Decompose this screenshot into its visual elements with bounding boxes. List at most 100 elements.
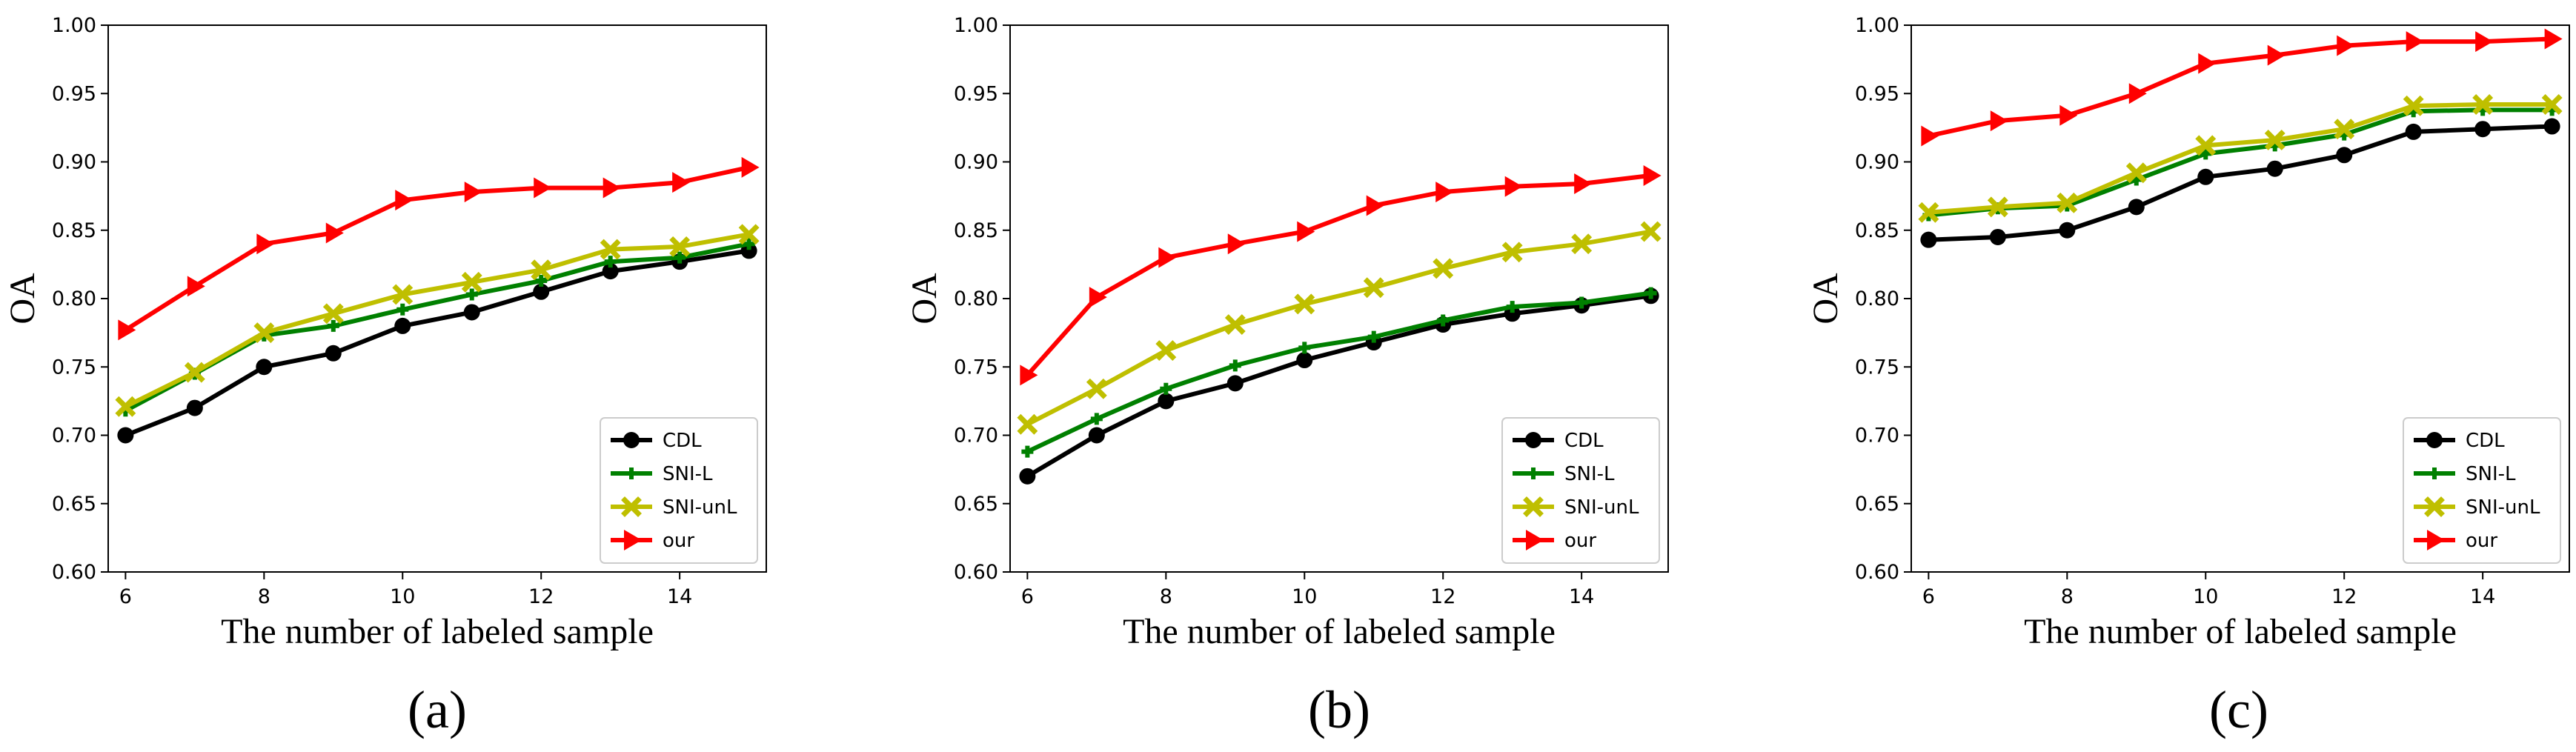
data-point: [1021, 445, 1034, 458]
data-point: [2128, 83, 2147, 104]
data-point: [1987, 196, 2008, 218]
y-tick-label: 0.60: [52, 561, 96, 584]
data-point: [394, 317, 411, 334]
legend-marker: [2427, 530, 2445, 550]
data-point: [325, 222, 344, 244]
x-tick-label: 12: [528, 585, 554, 608]
legend-label: CDL: [663, 430, 702, 452]
data-point: [1160, 382, 1172, 395]
legend-marker: [2424, 496, 2445, 517]
data-point: [2125, 162, 2147, 184]
data-point: [2405, 123, 2422, 140]
y-tick-label: 0.90: [1855, 151, 1899, 174]
y-tick-label: 0.90: [52, 151, 96, 174]
y-tick-label: 0.85: [1855, 219, 1899, 242]
data-point: [2541, 94, 2563, 115]
series-line-cdl: [1026, 293, 1652, 479]
y-tick-label: 0.95: [52, 82, 96, 105]
series-line-sni-l: [1026, 290, 1652, 454]
x-tick-label: 14: [667, 585, 692, 608]
data-point: [463, 304, 480, 321]
y-tick-label: 0.85: [954, 219, 998, 242]
data-point: [395, 190, 414, 211]
y-axis-title: OA: [1806, 273, 1845, 325]
legend-label: SNI-L: [2466, 463, 2516, 485]
y-tick-label: 0.75: [1855, 356, 1899, 379]
data-point: [1020, 365, 1038, 386]
data-point: [669, 236, 691, 257]
data-point: [1017, 413, 1038, 435]
series-line-sni-unl: [1026, 229, 1652, 427]
data-point: [1294, 293, 1315, 315]
y-tick-label: 0.75: [52, 356, 96, 379]
data-point: [1640, 221, 1662, 242]
x-axis-title: The number of labeled sample: [221, 612, 654, 651]
data-point: [674, 251, 686, 264]
data-point: [2472, 94, 2494, 115]
data-point: [327, 319, 339, 332]
data-point: [602, 263, 619, 280]
data-point: [1226, 375, 1244, 392]
data-point: [1571, 233, 1593, 255]
series-line-sni-unl: [1928, 102, 2552, 215]
x-tick-label: 8: [2061, 585, 2074, 608]
data-point: [1989, 228, 2006, 245]
data-point: [392, 284, 414, 305]
y-tick-label: 0.65: [1855, 493, 1899, 516]
data-point: [1090, 413, 1103, 425]
y-tick-label: 0.70: [52, 425, 96, 447]
x-axis-title: The number of labeled sample: [2024, 612, 2457, 651]
data-point: [2334, 119, 2355, 140]
x-tick-label: 14: [1569, 585, 1594, 608]
data-point: [1574, 173, 1593, 195]
data-point: [604, 256, 617, 268]
legend: CDL SNI-L SNI-unL our: [2403, 417, 2561, 564]
series-our: [1921, 28, 2563, 147]
legend-marker: [623, 432, 640, 448]
panel-label: (b): [1308, 680, 1370, 739]
legend-label: SNI-L: [663, 463, 713, 485]
x-tick-label: 10: [1292, 585, 1317, 608]
chart-panel-2: 0.60 0.65 0.70 0.75 0.80 0.85 0.90 0.95 1.00 6 8 10…: [905, 14, 1669, 739]
data-point: [1089, 287, 1107, 308]
series-sni-unl: [1918, 94, 2563, 223]
data-point: [533, 283, 550, 300]
x-tick-label: 14: [2470, 585, 2495, 608]
y-tick-label: 0.65: [954, 493, 998, 516]
legend: CDL SNI-L SNI-unL our: [600, 417, 758, 564]
data-point: [1158, 393, 1175, 410]
data-point: [1643, 164, 1662, 186]
legend-label: SNI-L: [1564, 463, 1615, 485]
legend-box: [600, 417, 758, 564]
legend-marker: [1523, 496, 1544, 517]
series-sni-unl: [115, 224, 760, 417]
legend-box: [2403, 417, 2561, 564]
x-tick-label: 6: [119, 585, 132, 608]
data-point: [1155, 340, 1177, 362]
y-tick-label: 0.85: [52, 219, 96, 242]
legend-marker: [625, 467, 637, 479]
data-point: [1918, 202, 1939, 223]
legend-marker: [624, 530, 642, 550]
y-tick-label: 0.95: [1855, 82, 1899, 105]
data-point: [396, 303, 409, 316]
data-point: [1229, 359, 1241, 372]
y-tick-label: 0.90: [954, 151, 998, 174]
x-axis-title: The number of labeled sample: [1123, 612, 1556, 651]
data-point: [2128, 199, 2145, 216]
data-point: [743, 238, 755, 250]
data-point: [1435, 182, 1454, 203]
legend-label: our: [1564, 530, 1596, 552]
data-point: [1921, 125, 1939, 147]
data-point: [1297, 221, 1315, 242]
data-point: [1088, 427, 1105, 444]
data-point: [118, 319, 136, 341]
panel-label: (c): [2209, 680, 2268, 739]
y-tick-label: 1.00: [52, 14, 96, 37]
legend-label: our: [2466, 530, 2497, 552]
data-point: [1086, 378, 1107, 399]
data-point: [1019, 467, 1036, 485]
legend-marker: [1526, 530, 1544, 550]
data-point: [1363, 277, 1384, 299]
data-point: [2264, 130, 2285, 150]
